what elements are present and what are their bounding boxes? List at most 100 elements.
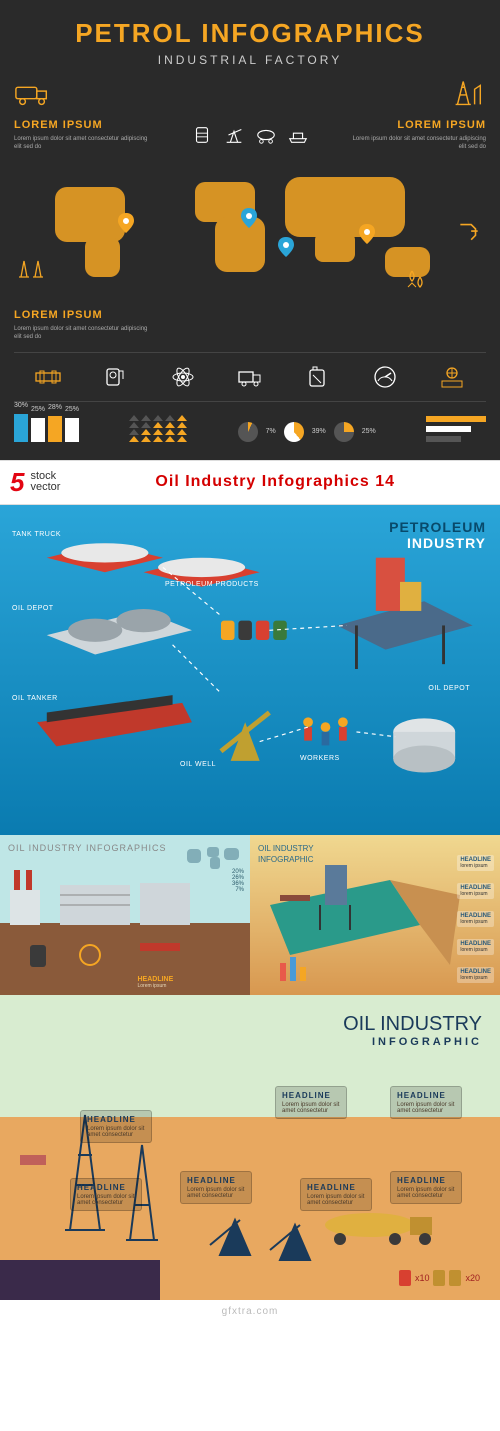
storage-tank <box>393 718 455 772</box>
count-badge: 5 <box>10 467 24 498</box>
pie-label: 39% <box>312 428 326 435</box>
pack-title: Oil Industry Infographics 14 <box>60 473 490 491</box>
workers <box>303 717 348 745</box>
title-strip: 5 stockvector Oil Industry Infographics … <box>0 460 500 505</box>
pump-icon <box>101 363 129 391</box>
bar: 25% <box>65 418 79 442</box>
bar: 25% <box>31 418 45 442</box>
barrels <box>221 620 287 639</box>
stock-vector-label: stockvector <box>30 471 60 493</box>
barrel-icon <box>191 124 213 146</box>
drops-icon <box>404 267 428 291</box>
block2-heading: LOREM IPSUM <box>344 119 486 131</box>
tanker-truck <box>325 1213 432 1245</box>
barrel-yellow-icon-2 <box>449 1270 461 1286</box>
bar-chart: 30%25%28%25% <box>14 414 79 442</box>
panel-isometric: PETROLEUM INDUSTRY <box>0 505 500 835</box>
pumpjack <box>221 712 269 760</box>
p3b-hl4: HEADLINElorem ipsum <box>457 939 494 955</box>
small-building <box>20 1155 46 1165</box>
landscape-scene <box>0 995 500 1300</box>
block2-body: Lorem ipsum dolor sit amet consectetur a… <box>344 135 486 152</box>
block1-body: Lorem ipsum dolor sit amet consectetur a… <box>14 135 156 152</box>
map-pin <box>241 208 257 228</box>
gauge-icon <box>371 363 399 391</box>
canister-icon <box>303 363 331 391</box>
arrow-col <box>153 415 163 442</box>
lbl-tanker: OIL TANKER <box>12 695 58 702</box>
tanker-car-icon <box>255 124 277 146</box>
oil-tanker <box>37 695 192 746</box>
headline-box: HEADLINELorem ipsum dolor sit amet conse… <box>80 1110 152 1143</box>
factory-scene <box>0 835 250 995</box>
watermark: gfxtra.com <box>0 1300 500 1327</box>
panel4: OIL INDUSTRYINFOGRAPHIC HEADLINELorem ip… <box>0 995 500 1300</box>
valve-icon <box>438 363 466 391</box>
truck-icon <box>236 363 264 391</box>
lbl-depot: OIL DEPOT <box>12 605 54 612</box>
panel1-subtitle: INDUSTRIAL FACTORY <box>14 53 486 67</box>
tank-truck-1 <box>47 543 163 572</box>
hbar <box>426 436 461 442</box>
block3-heading: LOREM IPSUM <box>14 309 156 321</box>
panel1-title: PETROL INFOGRAPHICS <box>14 18 486 49</box>
map-pin <box>118 213 134 233</box>
p3a-pcts: 20%26%36%7% <box>232 869 244 893</box>
pie <box>284 422 304 442</box>
lbl-depot2: OIL DEPOT <box>428 685 470 692</box>
text-block-2: LOREM IPSUM Lorem ipsum dolor sit amet c… <box>344 119 486 152</box>
p3b-hl1: HEADLINElorem ipsum <box>457 855 494 871</box>
block3-body: Lorem ipsum dolor sit amet consectetur a… <box>14 325 156 342</box>
arrow-chart <box>129 415 187 442</box>
panel2-title: PETROLEUM INDUSTRY <box>389 519 486 551</box>
bar: 28% <box>48 416 62 442</box>
connectors <box>163 567 395 741</box>
atom-icon <box>169 363 197 391</box>
lbl-products: PETROLEUM PRODUCTS <box>165 581 259 588</box>
text-block-3: LOREM IPSUM Lorem ipsum dolor sit amet c… <box>14 309 156 342</box>
truck-icon <box>14 77 52 109</box>
pie-label: 25% <box>362 428 376 435</box>
panel-row-3: OIL INDUSTRY INFOGRAPHICS 20%26%36%7% HE… <box>0 835 500 995</box>
barrel-counts: x10 x20 <box>399 1270 480 1286</box>
text-block-1: LOREM IPSUM Lorem ipsum dolor sit amet c… <box>14 119 156 152</box>
rig-icon <box>448 77 486 109</box>
pie <box>334 422 354 442</box>
panel-petrol-dark: PETROL INFOGRAPHICS INDUSTRIAL FACTORY L… <box>0 0 500 460</box>
p3a-headline: HEADLINELorem ipsum <box>138 976 174 989</box>
nozzle-icon <box>456 218 482 244</box>
hbar <box>426 416 486 422</box>
isometric-scene <box>10 519 490 819</box>
arrow-col <box>141 415 151 442</box>
arrow-col <box>177 415 187 442</box>
pie <box>238 422 258 442</box>
panel1-text-row: LOREM IPSUM Lorem ipsum dolor sit amet c… <box>14 119 486 152</box>
ship-icon <box>287 124 309 146</box>
pie-chart: 7%39%25% <box>238 422 376 442</box>
barrel-red-icon <box>399 1270 411 1286</box>
headline-box: HEADLINELorem ipsum dolor sit amet conse… <box>70 1178 142 1211</box>
arrow-col <box>165 415 175 442</box>
bar: 30% <box>14 414 28 442</box>
headline-box: HEADLINELorem ipsum dolor sit amet conse… <box>390 1086 462 1119</box>
hbar-chart <box>426 416 486 442</box>
pipeline-icon <box>34 363 62 391</box>
towers-icon <box>16 255 48 279</box>
oil-depot <box>47 609 192 654</box>
hbar <box>426 426 471 432</box>
map-pin <box>278 237 294 257</box>
arrow-col <box>129 415 139 442</box>
barrel-red-count: x10 <box>415 1273 430 1283</box>
lbl-truck: TANK TRUCK <box>12 531 61 538</box>
p3b-hl2: HEADLINElorem ipsum <box>457 883 494 899</box>
map-pin <box>359 224 375 244</box>
pumpjack-icon <box>223 124 245 146</box>
panel3b: OIL INDUSTRYINFOGRAPHIC HEADLINElorem ip… <box>250 835 500 995</box>
icon-row <box>14 352 486 402</box>
headline-box: HEADLINELorem ipsum dolor sit amet conse… <box>275 1086 347 1119</box>
block1-heading: LOREM IPSUM <box>14 119 156 131</box>
mid-icon-strip <box>191 119 309 152</box>
barrel-yellow-count: x20 <box>465 1273 480 1283</box>
pumpjacks <box>210 1220 310 1260</box>
world-map <box>14 162 486 297</box>
